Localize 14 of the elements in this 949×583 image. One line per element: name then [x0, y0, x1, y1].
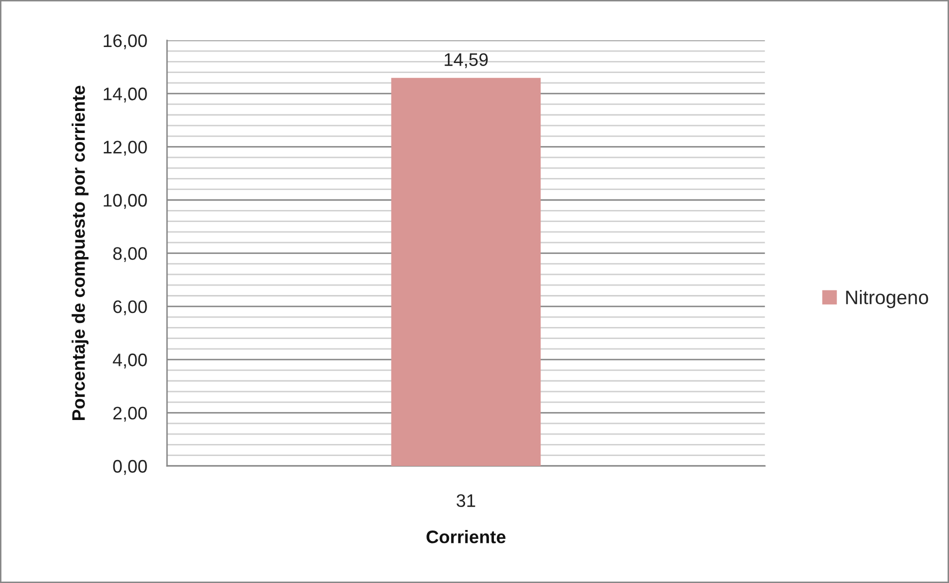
y-tick-label: 4,00 [112, 354, 147, 368]
data-label: 14,59 [444, 53, 488, 68]
x-tick-label: 31 [456, 494, 476, 508]
y-axis-title: Porcentaje de compuesto por corriente [72, 86, 89, 420]
y-tick-label: 12,00 [104, 140, 147, 156]
legend-label: Nitrogeno [846, 290, 928, 308]
y-tick-label: 8,00 [113, 247, 147, 262]
y-tick-label: 2,00 [113, 406, 147, 422]
y-tick-label: 6,00 [113, 300, 147, 316]
y-tick-label: 16,00 [104, 34, 147, 50]
y-tick-label: 0,00 [113, 460, 147, 475]
y-tick-label: 10,00 [104, 194, 147, 209]
y-tick-label: 14,00 [104, 88, 147, 102]
x-axis-title: Corriente [426, 530, 506, 544]
